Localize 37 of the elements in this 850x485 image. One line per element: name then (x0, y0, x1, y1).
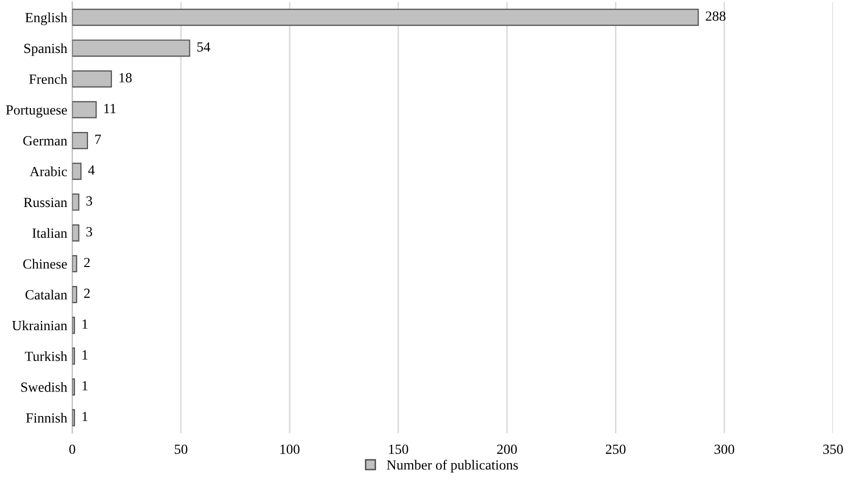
legend-label: Number of publications (386, 460, 518, 472)
y-tick-label: Finnish (26, 412, 68, 423)
data-label: 1 (82, 381, 88, 390)
y-tick-label: Portuguese (6, 105, 67, 118)
y-tick-label: Swedish (21, 382, 68, 392)
y-tick-label: French (29, 74, 68, 84)
x-tick-label: 250 (606, 444, 626, 454)
y-tick-label: Catalan (26, 290, 68, 300)
y-tick-label: German (23, 136, 68, 146)
data-label: 3 (86, 196, 92, 206)
y-tick-label: Ukrainian (12, 320, 68, 330)
data-label: 288 (706, 11, 726, 21)
y-tick-label: Russian (24, 198, 68, 208)
data-label: 1 (82, 350, 88, 360)
data-label: 1 (82, 319, 88, 329)
data-label: 7 (95, 134, 101, 144)
y-tick-label: Spanish (24, 43, 68, 56)
x-tick-label: 200 (497, 444, 517, 454)
x-tick-label: 150 (389, 444, 408, 454)
data-label: 2 (84, 258, 90, 268)
y-tick-label: English (25, 12, 68, 26)
x-tick-label: 0 (69, 444, 76, 454)
x-tick-label: 300 (714, 444, 734, 454)
x-tick-label: 50 (174, 444, 188, 454)
data-label: 4 (88, 166, 95, 175)
y-tick-label: Italian (32, 228, 68, 238)
data-label: 3 (86, 227, 92, 236)
y-tick-label: Turkish (24, 351, 68, 362)
data-label: 11 (104, 104, 116, 114)
data-label: 1 (82, 412, 88, 422)
x-tick-label: 100 (280, 444, 300, 454)
y-tick-label: Chinese (23, 258, 67, 269)
y-tick-label: Arabic (30, 166, 67, 176)
data-label: 2 (84, 288, 90, 298)
data-label: 18 (120, 73, 132, 82)
data-label: 54 (197, 42, 210, 52)
x-tick-label: 350 (823, 444, 843, 454)
